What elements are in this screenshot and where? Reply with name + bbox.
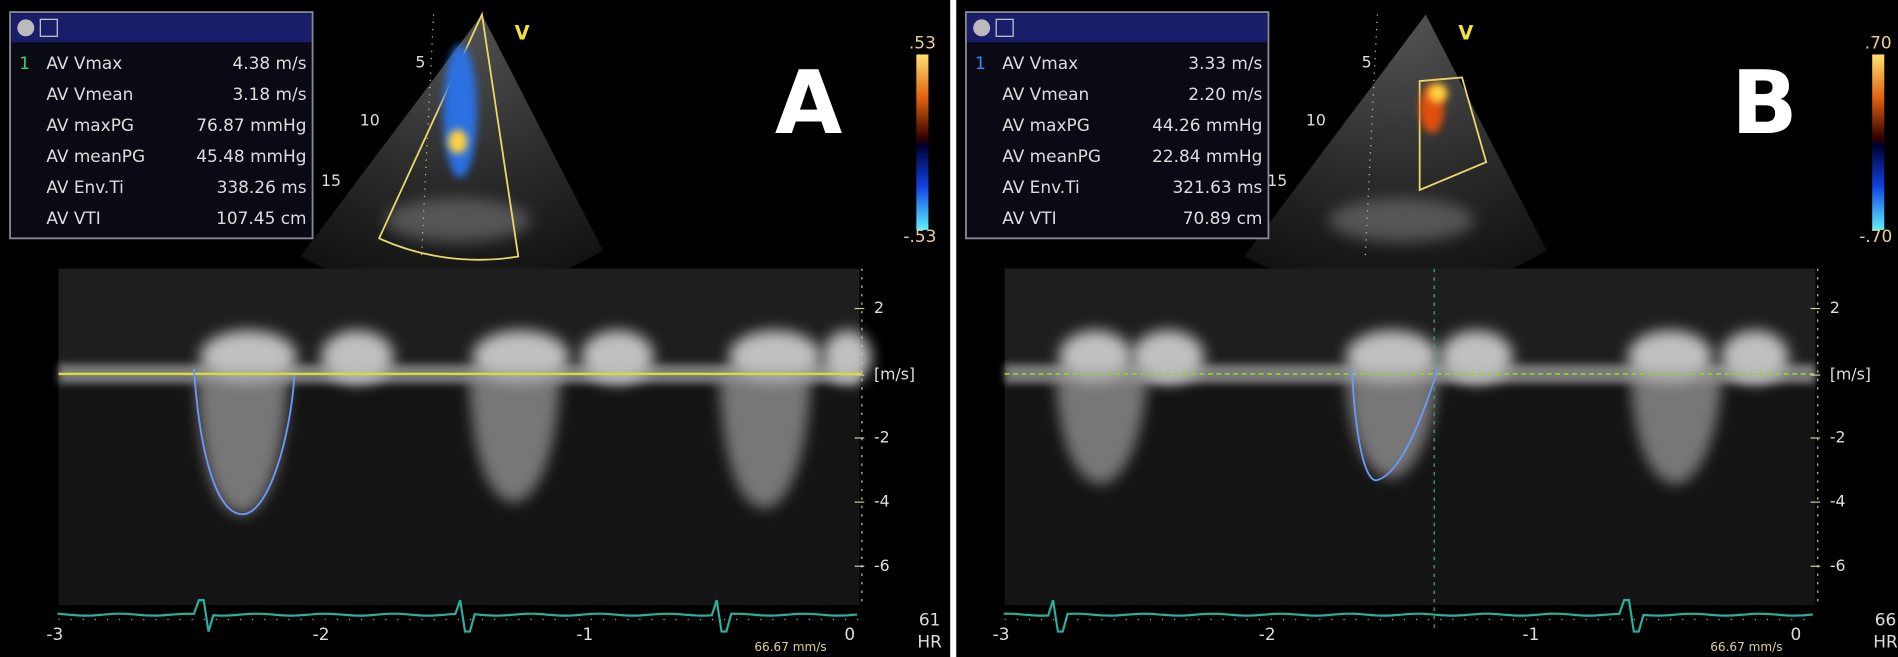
measurement-value: 76.87 mmHg — [196, 115, 306, 135]
color-scale-min: -.53 — [903, 226, 936, 246]
time-tick-label: -2 — [313, 624, 330, 644]
doppler-noise — [58, 268, 860, 372]
header-icon — [995, 18, 1014, 37]
measurement-name: AV meanPG — [46, 146, 145, 166]
time-tick-label: 0 — [844, 624, 855, 644]
measurement-value: 338.26 ms — [217, 177, 307, 197]
sweep-speed: 66.67 mm/s — [1710, 640, 1782, 654]
measurement-value: 70.89 cm — [1183, 208, 1263, 228]
sector-echo — [385, 198, 531, 242]
measurement-value: 4.38 m/s — [232, 53, 306, 73]
depth-label: 15 — [321, 171, 341, 190]
flow-envelope — [196, 373, 289, 515]
velocity-tick-label: -6 — [874, 556, 890, 575]
measurement-index: 1 — [975, 53, 986, 73]
color-box — [377, 11, 520, 261]
velocity-tick-label: -4 — [874, 492, 890, 511]
measurement-name: AV Vmax — [1002, 53, 1078, 73]
measurement-name: AV Env.Ti — [1002, 177, 1079, 197]
time-tick-label: -1 — [1523, 624, 1540, 644]
depth-label: 5 — [415, 52, 425, 71]
ecg-trace — [1003, 599, 1813, 633]
measurement-name: AV VTI — [46, 208, 100, 228]
measurement-value: 321.63 ms — [1172, 177, 1262, 197]
velocity-tick-label: -2 — [874, 428, 890, 447]
depth-label: 5 — [1362, 52, 1372, 71]
velocity-tick-label: [m/s] — [874, 365, 915, 384]
measurement-value: 2.20 m/s — [1188, 84, 1262, 104]
flow-envelope — [468, 373, 561, 503]
time-tick-label: -1 — [576, 624, 593, 644]
depth-label: 10 — [360, 110, 380, 129]
color-scale-min: -.70 — [1859, 226, 1892, 246]
measurement-name: AV maxPG — [46, 115, 134, 135]
panel-label: B — [1731, 52, 1797, 154]
header-icon — [17, 19, 35, 37]
panel: 5 10 15 V 1 AV Vmax 3.33 m/s AV Vmean 2.20 m/s AV… — [965, 11, 1898, 654]
depth-label: 10 — [1306, 110, 1326, 129]
color-scale-bar — [1872, 54, 1885, 230]
sweep-speed: 66.67 mm/s — [754, 640, 826, 654]
depth-label: 15 — [1267, 171, 1287, 190]
velocity-tick-label: 2 — [1830, 298, 1840, 317]
header-icon — [39, 18, 58, 37]
measurement-value: 3.18 m/s — [232, 84, 306, 104]
time-tick-label: -3 — [46, 624, 63, 644]
measurement-name: AV meanPG — [1002, 146, 1101, 166]
measurement-name: AV Vmean — [46, 84, 133, 104]
measurement-name: AV VTI — [1002, 208, 1056, 228]
velocity-tick-label: [m/s] — [1830, 365, 1871, 384]
panel: 5 10 15 V 1 AV Vmax 4.38 m/s AV Vmean 3.18 m/s AV… — [9, 11, 942, 654]
color-flow — [1428, 83, 1448, 103]
time-tick-label: -3 — [993, 624, 1010, 644]
color-scale-max: .70 — [1865, 33, 1892, 53]
measurement-value: 3.33 m/s — [1188, 53, 1262, 73]
velocity-tick-label: -6 — [1830, 556, 1846, 575]
sector-marker: V — [515, 21, 530, 44]
measurement-value: 45.48 mmHg — [196, 146, 306, 166]
measurement-name: AV Env.Ti — [46, 177, 123, 197]
flow-envelope — [719, 373, 812, 509]
measurement-name: AV Vmean — [1002, 84, 1089, 104]
ecg-trace — [57, 599, 858, 633]
time-tick-label: -2 — [1259, 624, 1276, 644]
panel-divider — [950, 0, 957, 657]
velocity-tick-label: 2 — [874, 298, 884, 317]
measurement-value: 107.45 cm — [216, 208, 306, 228]
measurement-box — [965, 11, 1270, 240]
time-tick-label: 0 — [1791, 624, 1802, 644]
sector-marker: V — [1458, 21, 1473, 44]
velocity-tick-label: -2 — [1830, 428, 1846, 447]
measurement-header — [967, 13, 1268, 43]
measurement-name: AV Vmax — [46, 53, 122, 73]
vti-trace — [193, 368, 296, 516]
color-box — [1418, 76, 1488, 192]
velocity-tick-label: -4 — [1830, 492, 1846, 511]
panel-label: A — [775, 52, 842, 154]
measurement-value: 22.84 mmHg — [1152, 146, 1262, 166]
heart-rate: 66 — [1875, 610, 1897, 630]
flow-envelope — [1345, 373, 1438, 478]
heart-rate: 61 — [919, 610, 941, 630]
color-scale-bar — [916, 54, 929, 230]
sector-echo — [1328, 198, 1475, 242]
color-scale-max: .53 — [909, 33, 936, 53]
heart-rate-label: HR — [1873, 631, 1898, 651]
vti-trace — [1351, 368, 1439, 482]
heart-rate-label: HR — [917, 631, 942, 651]
color-flow — [443, 44, 478, 178]
measurement-value: 44.26 mmHg — [1152, 115, 1262, 135]
measurement-box — [9, 11, 314, 240]
flow-envelope — [1055, 373, 1148, 484]
measurement-name: AV maxPG — [1002, 115, 1090, 135]
measurement-index: 1 — [19, 53, 30, 73]
header-icon — [973, 19, 991, 37]
color-flow — [448, 129, 468, 154]
measurement-header — [11, 13, 312, 43]
flow-envelope — [1630, 373, 1723, 484]
